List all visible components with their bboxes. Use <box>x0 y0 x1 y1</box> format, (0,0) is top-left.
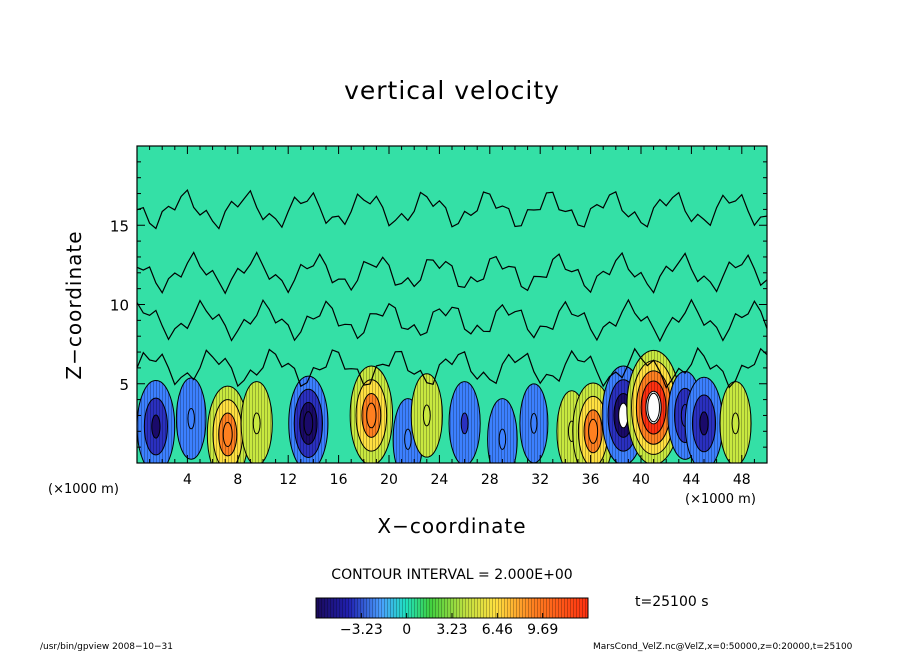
field-cell-9 <box>487 398 518 463</box>
x-axis-label: X−coordinate <box>377 514 527 538</box>
colorbar-tick-label: −3.23 <box>340 622 383 638</box>
x-tick-label: 40 <box>632 472 650 488</box>
field-cell-6 <box>392 398 424 463</box>
x-tick-label: 8 <box>233 472 242 488</box>
colorbar-tick-label: 9.69 <box>527 622 558 638</box>
field-cell-13 <box>601 365 646 463</box>
field-cell-11 <box>556 390 587 463</box>
x-tick-label: 36 <box>582 472 600 488</box>
y-axis-label: Z−coordinate <box>62 230 86 380</box>
field-cell-2 <box>206 385 249 463</box>
field-cell-5 <box>349 365 394 463</box>
chart-title: vertical velocity <box>344 76 560 105</box>
x-tick-label: 20 <box>380 472 398 488</box>
footer-data-source: MarsCond_VelZ.nc@VelZ,x=0:50000,z=0:2000… <box>593 642 853 652</box>
time-label: t=25100 s <box>635 594 709 610</box>
field-cell-14 <box>626 349 681 463</box>
colorbar-tick-label: 6.46 <box>482 622 513 638</box>
colorbar-gradient <box>315 597 589 619</box>
x-tick-label: 4 <box>183 472 192 488</box>
plot-frame <box>136 145 768 464</box>
field-cell-7 <box>410 373 443 458</box>
colorbar-tick-label: 0 <box>402 622 411 638</box>
x-tick-label: 16 <box>330 472 348 488</box>
field-cell-16 <box>684 376 724 463</box>
plot-background <box>137 146 767 463</box>
field-cell-4 <box>288 375 329 463</box>
zero-contours <box>137 189 767 389</box>
field-cell-0 <box>137 379 176 463</box>
y-tick-label: 15 <box>110 217 129 235</box>
y-tick-label: 5 <box>119 376 129 394</box>
x-tick-label: 48 <box>733 472 751 488</box>
x-tick-label: 24 <box>430 472 448 488</box>
footer-program-date: /usr/bin/gpview 2008−10−31 <box>40 642 174 652</box>
field-cell-15 <box>667 371 703 460</box>
x-tick-label: 32 <box>531 472 549 488</box>
field-cell-10 <box>519 383 549 463</box>
x-tick-label: 44 <box>682 472 700 488</box>
field-cell-17 <box>719 381 752 463</box>
x-axis-unit-right: (×1000 m) <box>685 492 756 507</box>
field-cell-12 <box>572 382 615 463</box>
y-tick-label: 10 <box>110 297 129 315</box>
x-tick-label: 12 <box>279 472 297 488</box>
colorbar-stripes <box>316 598 588 618</box>
colorbar-tick-label: 3.23 <box>436 622 467 638</box>
x-tick-label: 28 <box>481 472 499 488</box>
field-cell-8 <box>448 381 481 463</box>
field-cell-1 <box>175 377 207 460</box>
field-layer <box>137 189 767 463</box>
colorbar: −3.23 0 3.23 6.46 9.69 <box>315 597 589 638</box>
contour-interval-label: CONTOUR INTERVAL = 2.000E+00 <box>331 567 573 583</box>
x-axis-unit-left: (×1000 m) <box>48 482 119 497</box>
field-cell-3 <box>240 381 273 463</box>
